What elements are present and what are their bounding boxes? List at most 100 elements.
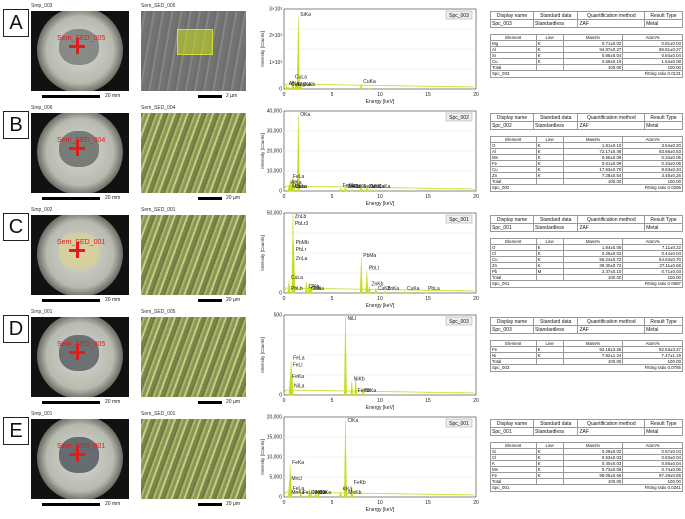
result-type-header: Result Type [644,113,683,122]
total-line [535,64,564,71]
peak-label: KKa [343,486,353,492]
display-name-value: Spc_001 [490,427,534,436]
element-table: Element Line Mass% Atom% Mg K 0.71±0.02 0.81±0.… [490,34,683,71]
peak-label: ZnLb [295,214,307,220]
peak-label: CuLa [295,75,307,81]
peak-label: FeLa [293,356,305,362]
total-row: Total 100.00 100.00 [490,274,683,281]
optical-image: Sem_SED_001 [31,215,129,295]
panel-row: C Smp_002 Sem_SED_001 20 mm Sem_SED_001 20 µm… [0,207,685,309]
peak-label: NiKa [365,388,376,394]
element-table: Element Line Mass% Atom% Fe K 92.18±3.26 92.53±… [490,340,683,365]
total-atom: 100.00 [622,178,683,185]
site-label: Sem_SED_004 [57,137,106,144]
sem-scale-text: 2 µm [226,93,238,99]
sem-label: Sem_SED_001 [141,411,176,417]
y-tick-label: 30,000 [267,129,283,135]
peak-label: PbLb [291,286,303,292]
peak-label: MnLa [292,184,305,190]
site-label: Sem_SED_005 [57,341,106,348]
analysis-marker-vertical [75,140,79,156]
spectrum-tag [445,112,473,122]
peak-label: ZnKa [369,184,381,190]
x-tick-label: 0 [283,398,286,404]
method-table: Display name Standard data Quantification … [490,215,683,232]
spectrum-svg: 500 00 5 10 15 20 Energy [keV] Intensity [Count… [260,313,479,412]
peak-label: SiKa [320,490,331,496]
spectrum-chart: 20,000 15,000 10,000 5,000 0 0 5 10 15 20 Energy [… [254,413,480,514]
sem-label: Sem_SED_005 [141,3,176,9]
spectrum-id: Spc_003 [449,13,469,19]
result-type-header: Result Type [644,215,683,224]
x-tick-label: 15 [425,92,431,98]
y-tick-label: 0 [279,189,282,195]
optical-image: Sem_SED_005 [31,317,129,397]
peak-label: CuKa [378,184,391,190]
display-name-value: Spc_002 [490,121,534,130]
fitting-ratio: Fitting ratio 0.0756 [644,365,681,370]
peak-label: PbLl [369,266,379,272]
standard-data-value: Standardless [532,121,579,130]
standard-data-value: Standardless [532,325,579,334]
x-tick-label: 5 [331,500,334,506]
fit-spectrum: Spc_001 [492,485,510,490]
display-name-header: Display name [490,419,534,428]
spectrum-id: Spc_001 [449,217,469,223]
total-atom: 100.00 [622,478,683,485]
analysis-marker-vertical [75,38,79,54]
sample-label: Smp_006 [31,105,53,111]
x-tick-label: 20 [473,92,479,98]
y-tick-label: 5,000 [269,475,282,481]
total-atom: 100.00 [622,358,683,365]
element-table: Element Line Mass% Atom% Si K 0.29±0.02 0.57±0.… [490,442,683,485]
sem-scale-bar [198,503,222,506]
y-tick-label: 20,000 [267,149,283,155]
spectrum-peak [359,257,363,294]
spectrum-peak [359,184,363,192]
x-tick-label: 15 [425,296,431,302]
standard-data-value: Standardless [532,427,579,436]
spectrum-peak [350,484,354,498]
spectrum-peak [359,83,363,90]
standard-data-header: Standard data [532,419,579,428]
peak-label: ClKb [311,490,322,496]
spectrum-peak [350,381,354,396]
result-type-header: Result Type [644,419,683,428]
peak-label: PbLa [428,286,440,292]
x-axis-label: Energy [keV] [366,201,395,207]
peak-label: AlKa [289,81,300,87]
y-tick-label: 40,000 [267,109,283,115]
total-mass: 100.00 [562,478,624,485]
sem-image [141,11,246,91]
peak-label: CuKa [407,286,420,292]
sem-image [141,215,246,295]
y-tick-label: 0 [279,291,282,297]
peak-label: FeKa [292,460,304,466]
y-tick-label: 50,000 [267,211,283,217]
sem-scale-bar [198,299,222,302]
total-row: Total 100.00 100.00 [490,478,683,485]
quant-method-header: Quantification method [577,113,646,122]
scale-text: 20 mm [105,297,121,303]
spectrum-peak [287,280,291,294]
peak-label: FeLl [293,363,303,369]
fitting-ratio: Fitting ratio 0.0131 [644,71,681,76]
peak-label: ZnLa [296,184,308,190]
sem-image [141,317,246,397]
element-table: Element Line Mass% Atom% O K 1.81±0.10 3.54±0.2… [490,136,683,185]
sem-scale-text: 20 µm [226,399,240,405]
peak-label: NiLa [294,383,305,389]
spectrum-chart: 3×10³ 2×10³ 1×10³ 0 0 5 10 15 20 Energy [keV] Inte… [254,5,480,106]
peak-label: OKa [300,112,310,118]
y-tick-label: 0 [279,87,282,93]
standard-data-value: Standardless [532,223,579,232]
spectrum-peak [383,290,387,294]
panel-row: D Smp_001 Sem_SED_005 20 mm Sem_SED_005 20 µm… [0,309,685,412]
y-tick-label: 10,000 [267,455,283,461]
peak-label: KKb [318,490,328,496]
sem-scale-text: 20 µm [226,297,240,303]
total-row: Total 100.00 100.00 [490,358,683,365]
peak-label: SiKa [300,12,311,18]
panel-row: B Smp_006 Sem_SED_004 20 mm Sem_SED_004 20 µm… [0,105,685,207]
sem-label: Sem_SED_004 [141,105,176,111]
